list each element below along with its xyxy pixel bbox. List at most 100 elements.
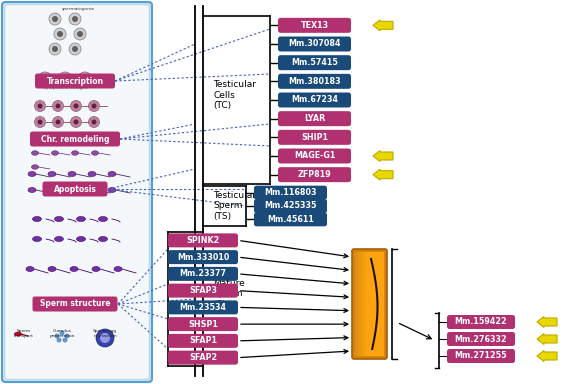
Circle shape <box>57 31 63 37</box>
Circle shape <box>38 119 43 124</box>
FancyArrow shape <box>373 151 393 162</box>
FancyBboxPatch shape <box>367 252 384 356</box>
Text: SHSP1: SHSP1 <box>188 319 218 329</box>
FancyBboxPatch shape <box>30 131 120 147</box>
FancyArrow shape <box>537 351 557 361</box>
FancyBboxPatch shape <box>168 250 238 264</box>
Circle shape <box>96 329 114 347</box>
Circle shape <box>74 104 79 109</box>
Circle shape <box>92 104 97 109</box>
Text: Mm.23377: Mm.23377 <box>179 269 226 278</box>
Circle shape <box>52 116 64 127</box>
Ellipse shape <box>92 266 100 271</box>
Ellipse shape <box>55 237 64 242</box>
Circle shape <box>70 116 81 127</box>
FancyBboxPatch shape <box>278 36 351 51</box>
Ellipse shape <box>31 151 39 155</box>
Ellipse shape <box>114 266 122 271</box>
Circle shape <box>38 72 52 86</box>
FancyBboxPatch shape <box>254 199 327 213</box>
FancyBboxPatch shape <box>168 300 238 314</box>
Ellipse shape <box>92 137 98 141</box>
Circle shape <box>52 46 58 52</box>
Circle shape <box>72 46 78 52</box>
FancyBboxPatch shape <box>278 74 351 89</box>
Text: Mm.271255: Mm.271255 <box>455 351 507 361</box>
FancyBboxPatch shape <box>278 167 351 182</box>
FancyBboxPatch shape <box>254 186 327 200</box>
FancyBboxPatch shape <box>2 2 152 382</box>
Circle shape <box>74 28 86 40</box>
Ellipse shape <box>88 187 96 192</box>
Ellipse shape <box>15 332 21 336</box>
Text: Mm.333010: Mm.333010 <box>177 253 229 262</box>
Circle shape <box>62 338 67 343</box>
Circle shape <box>74 119 79 124</box>
FancyBboxPatch shape <box>278 18 351 33</box>
FancyBboxPatch shape <box>168 334 238 348</box>
Ellipse shape <box>31 165 39 169</box>
Text: Cytoplasmic bridges: Cytoplasmic bridges <box>43 86 87 90</box>
Text: Transcription: Transcription <box>47 76 103 86</box>
Text: Chr. remodeling: Chr. remodeling <box>41 134 109 144</box>
Circle shape <box>92 119 97 124</box>
FancyBboxPatch shape <box>168 267 238 281</box>
Ellipse shape <box>88 172 96 177</box>
Circle shape <box>34 116 46 127</box>
Ellipse shape <box>33 217 42 222</box>
Circle shape <box>61 76 69 83</box>
Circle shape <box>100 333 110 343</box>
Circle shape <box>81 76 88 83</box>
FancyBboxPatch shape <box>364 252 384 356</box>
Circle shape <box>54 28 66 40</box>
Text: ZFP819: ZFP819 <box>298 170 332 179</box>
Ellipse shape <box>92 151 98 155</box>
FancyArrow shape <box>537 316 557 328</box>
Text: spermatogonia: spermatogonia <box>62 7 94 11</box>
Text: SFAP1: SFAP1 <box>189 336 217 345</box>
Text: Apoptosis: Apoptosis <box>53 184 97 194</box>
FancyArrow shape <box>373 169 393 180</box>
FancyBboxPatch shape <box>168 233 238 247</box>
Ellipse shape <box>48 187 56 192</box>
Ellipse shape <box>28 187 36 192</box>
FancyBboxPatch shape <box>168 317 238 331</box>
Ellipse shape <box>108 187 116 192</box>
FancyBboxPatch shape <box>352 249 387 359</box>
Circle shape <box>55 333 60 339</box>
Circle shape <box>38 104 43 109</box>
Ellipse shape <box>68 187 76 192</box>
Text: SFAP2: SFAP2 <box>189 353 217 362</box>
Ellipse shape <box>28 172 36 177</box>
Text: Mm.159422: Mm.159422 <box>455 318 507 326</box>
FancyBboxPatch shape <box>35 73 115 88</box>
Text: TEX13: TEX13 <box>301 21 329 30</box>
Text: LYAR: LYAR <box>304 114 325 123</box>
Text: Mm.67234: Mm.67234 <box>291 96 338 104</box>
Ellipse shape <box>48 172 56 177</box>
Circle shape <box>52 101 64 111</box>
Ellipse shape <box>70 266 78 271</box>
FancyBboxPatch shape <box>447 349 515 363</box>
Ellipse shape <box>55 217 64 222</box>
Text: Mm.425335: Mm.425335 <box>264 202 317 210</box>
Circle shape <box>69 13 81 25</box>
Ellipse shape <box>48 266 56 271</box>
Ellipse shape <box>76 217 85 222</box>
FancyBboxPatch shape <box>33 296 117 311</box>
Ellipse shape <box>52 137 58 141</box>
Circle shape <box>52 16 58 22</box>
Text: Mm.23534: Mm.23534 <box>179 303 226 312</box>
Text: Sperm-egg
interaction: Sperm-egg interaction <box>93 329 117 338</box>
Ellipse shape <box>52 151 58 155</box>
FancyBboxPatch shape <box>278 111 351 126</box>
Text: Mm.307084: Mm.307084 <box>288 40 341 48</box>
Ellipse shape <box>76 237 85 242</box>
FancyBboxPatch shape <box>168 351 238 365</box>
Text: MAGE-G1: MAGE-G1 <box>294 152 335 161</box>
Circle shape <box>88 101 99 111</box>
Text: Sperm
transport: Sperm transport <box>14 329 34 338</box>
Circle shape <box>56 104 61 109</box>
Text: Sperm structure: Sperm structure <box>40 300 110 308</box>
Ellipse shape <box>98 237 107 242</box>
